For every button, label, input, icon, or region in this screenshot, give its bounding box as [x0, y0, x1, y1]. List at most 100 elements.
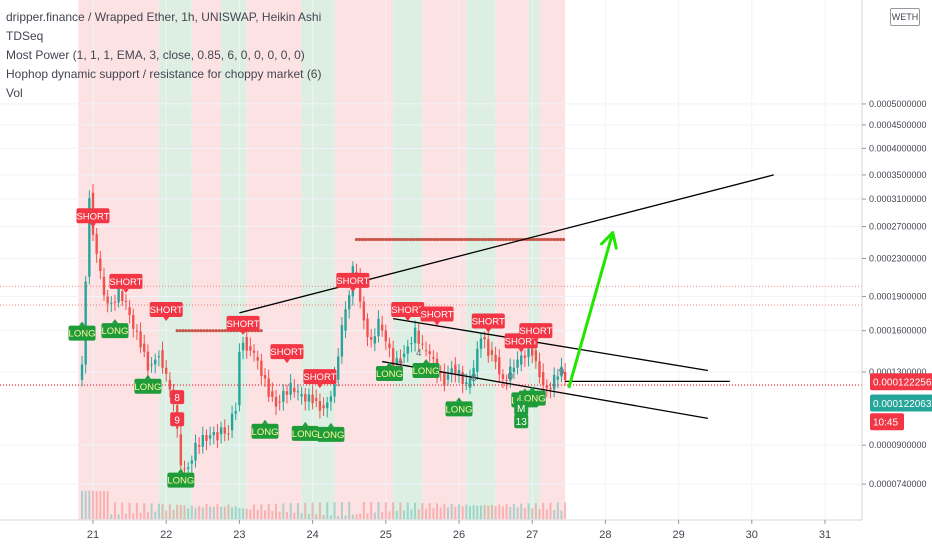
volume-bar [201, 507, 204, 519]
candle-body [315, 398, 318, 402]
resistance-dot [190, 329, 194, 333]
candle-body [446, 374, 450, 380]
candle-body [329, 396, 333, 402]
time-tick-label: 31 [819, 529, 831, 541]
signal-pointer [163, 316, 170, 321]
candle-body [113, 301, 117, 303]
time-tick-label: 26 [453, 529, 465, 541]
td-count: 4 [416, 348, 422, 359]
volume-bar [234, 506, 237, 519]
volume-bar [556, 502, 559, 519]
signal-pointer [423, 358, 430, 363]
resistance-dot [196, 329, 200, 333]
resistance-dot [372, 237, 377, 242]
volume-bar [95, 490, 98, 519]
volume-bar [370, 502, 373, 519]
resistance-dot [495, 237, 500, 242]
legend-indicator-most-power[interactable]: Most Power (1, 1, 1, EMA, 3, close, 0.85… [6, 48, 305, 62]
candle-body [168, 379, 172, 390]
long-signal-label: LONG [445, 397, 473, 417]
volume-bars [81, 490, 567, 519]
legend-indicator-vol[interactable]: Vol [6, 86, 23, 100]
bg-zone-green [528, 0, 540, 520]
candle-body [179, 434, 183, 466]
volume-bar [461, 506, 464, 519]
signal-pointer [240, 330, 247, 335]
volume-bar [198, 506, 201, 519]
volume-bar [381, 511, 384, 519]
candle-body [439, 372, 442, 373]
resistance-dot [462, 237, 467, 242]
volume-bar [483, 505, 486, 519]
td-count: M [517, 404, 525, 415]
candle-body [183, 468, 186, 470]
resistance-dot [477, 237, 482, 242]
candle-body [490, 350, 494, 355]
candle-body [395, 358, 398, 365]
resistance-dot [259, 329, 263, 333]
signal-bg [101, 323, 129, 339]
td-count: 8 [471, 373, 477, 384]
signal-text: SHORT [420, 309, 453, 320]
resistance-dot [369, 237, 374, 242]
long-signal-label: LONG [101, 319, 129, 339]
volume-bar [190, 505, 193, 519]
volume-bar [128, 502, 131, 519]
volume-bar [278, 511, 281, 519]
resistance-dot [205, 329, 209, 333]
volume-bar [564, 502, 567, 519]
candle-body [487, 339, 490, 357]
volume-bar [216, 504, 219, 519]
volume-bar [414, 502, 417, 519]
signal-bg [445, 401, 473, 417]
volume-bar [172, 509, 175, 519]
signal-text: LONG [101, 326, 128, 337]
legend-title[interactable]: dripper.finance / Wrapped Ether, 1h, UNI… [6, 10, 322, 24]
quote-symbol-badge[interactable]: WETH [890, 8, 920, 26]
candle-body [278, 401, 281, 403]
signal-text: SHORT [76, 211, 109, 222]
signal-text: LONG [134, 382, 161, 393]
resistance-dot [531, 237, 536, 242]
resistance-dot [543, 237, 548, 242]
candle-body [282, 390, 285, 402]
resistance-dot [411, 237, 416, 242]
signal-bg [471, 313, 505, 329]
resistance-dot [202, 329, 206, 333]
signal-text: LONG [446, 404, 473, 415]
volume-bar [421, 502, 424, 519]
price-axis-bg [862, 0, 932, 550]
volume-bar [523, 507, 526, 519]
candle-body [483, 336, 486, 340]
volume-bar [560, 510, 563, 519]
signal-bg [412, 362, 440, 378]
volume-bar [102, 491, 105, 519]
resistance-dot [534, 237, 539, 242]
resistance-dot [438, 237, 443, 242]
candle-body [472, 367, 475, 379]
candle-body [362, 301, 366, 321]
candle-body [527, 348, 530, 358]
candle-body [230, 413, 234, 431]
signal-pointer [327, 422, 334, 427]
time-tick-label: 28 [599, 529, 611, 541]
resistance-dot [459, 237, 464, 242]
volume-bar [450, 504, 453, 519]
candle-body [95, 234, 98, 254]
volume-bar [439, 507, 442, 519]
legend-indicator-tdseq[interactable]: TDSeq [6, 29, 44, 43]
td-count: 13 [516, 417, 528, 428]
volume-bar [220, 506, 223, 519]
price-axis-label-bg [870, 394, 932, 412]
volume-bar [307, 513, 310, 519]
candle-body [124, 301, 128, 303]
signal-bg [303, 369, 337, 385]
volume-bar [296, 502, 299, 519]
candle-body [80, 364, 84, 380]
legend-indicator-hophop[interactable]: Hophop dynamic support / resistance for … [6, 67, 322, 81]
volume-bar [534, 503, 537, 519]
signal-bg [391, 301, 425, 317]
price-tick-label: 0.0002300000 [869, 253, 927, 263]
signal-text: SHORT [505, 336, 538, 347]
